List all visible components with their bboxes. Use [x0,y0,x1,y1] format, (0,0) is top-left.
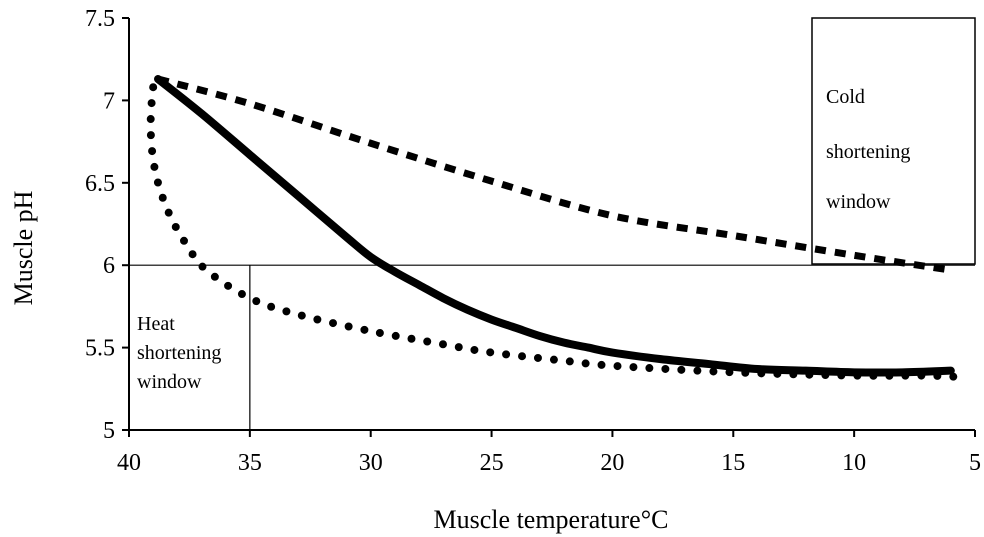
y-tick-label: 6 [103,253,115,279]
heat-window-line-2: shortening [137,342,221,364]
cold-window-box [811,17,976,265]
x-tick-label: 15 [721,450,745,476]
x-tick-label: 5 [969,450,981,476]
heat-window-line-1: Heat [137,313,175,335]
x-axis-title: Muscle temperature°C [434,505,669,534]
y-tick-label: 5 [103,418,115,444]
y-axis-title: Muscle pH [9,190,38,305]
heat-window-line-3: window [137,371,202,393]
cold-window-line-3: window [826,191,891,213]
x-tick-label: 10 [842,450,866,476]
cold-window-line-1: Cold [826,86,865,108]
series-solid-line [154,74,955,377]
y-tick-label: 5.5 [85,336,115,362]
x-tick-label: 40 [117,450,141,476]
y-tick-label: 6.5 [85,171,115,197]
x-tick-label: 25 [480,450,504,476]
x-tick-label: 30 [359,450,383,476]
cold-window-label: Cold shortening window [826,86,915,213]
y-tick-label: 7 [103,88,115,114]
series-dotted-line [146,83,967,382]
x-tick-label: 35 [238,450,262,476]
series-dashed-line [157,75,952,274]
cold-window-line-2: shortening [826,141,910,163]
y-tick-label: 7.5 [85,6,115,32]
heat-window-label: Heat shortening window [137,313,226,393]
x-tick-label: 20 [600,450,624,476]
